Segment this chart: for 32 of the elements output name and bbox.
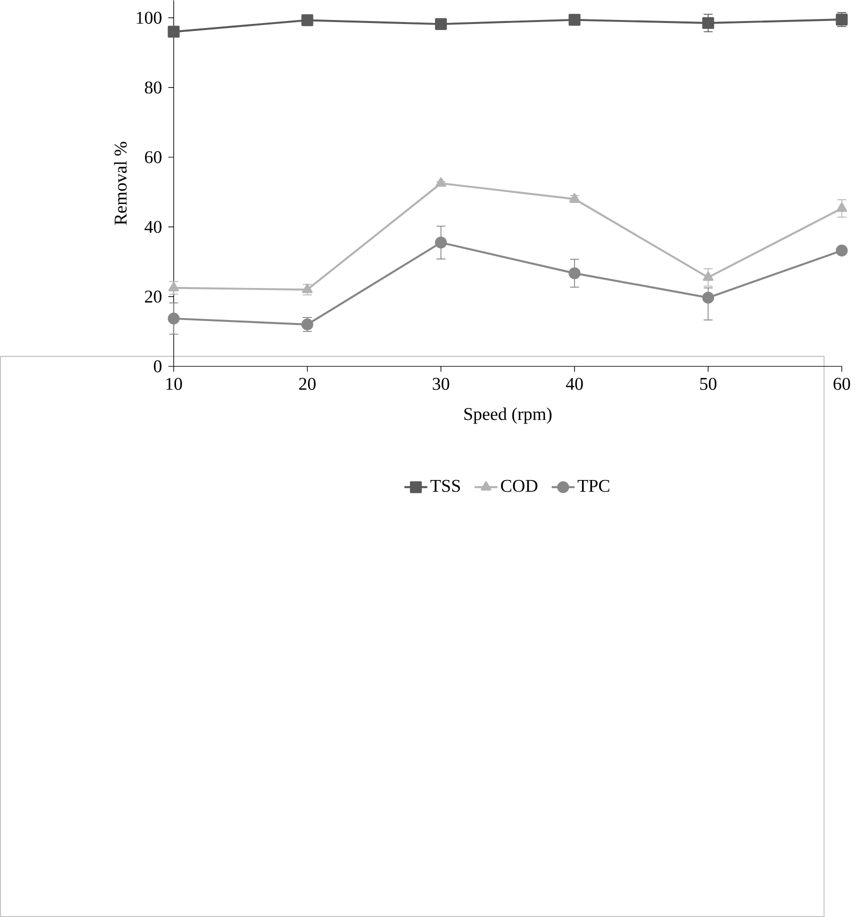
point — [836, 202, 848, 212]
point — [168, 282, 180, 292]
point — [702, 17, 714, 29]
point — [436, 177, 446, 187]
point — [703, 272, 714, 281]
point — [302, 14, 314, 26]
y-tick-label: 0 — [154, 360, 162, 372]
point — [435, 18, 448, 30]
point — [168, 312, 180, 324]
point — [568, 14, 581, 26]
y-axis-title: Removal % — [114, 142, 127, 225]
x-tick-label: 20 — [299, 378, 316, 390]
point — [702, 292, 714, 304]
point — [836, 244, 848, 257]
point — [435, 236, 448, 249]
legend-label: TPC — [578, 480, 610, 492]
y-tick-label: 40 — [144, 220, 162, 233]
legend-label: COD — [501, 480, 538, 492]
y-tick-label: 20 — [145, 290, 162, 303]
x-tick-label: 40 — [566, 378, 583, 390]
legend-label: TSS — [430, 480, 460, 492]
x-tick-label: 10 — [166, 378, 182, 390]
point — [168, 26, 180, 38]
x-tick-label: 60 — [834, 378, 850, 390]
x-axis-title: Speed (rpm) — [464, 407, 552, 424]
point — [568, 267, 581, 280]
point — [569, 193, 580, 202]
y-tick-label: 80 — [145, 81, 162, 94]
y-tick-label: 60 — [145, 151, 162, 164]
x-tick-label: 30 — [432, 378, 450, 390]
x-tick-label: 50 — [700, 378, 717, 390]
y-tick-label: 100 — [136, 12, 162, 24]
